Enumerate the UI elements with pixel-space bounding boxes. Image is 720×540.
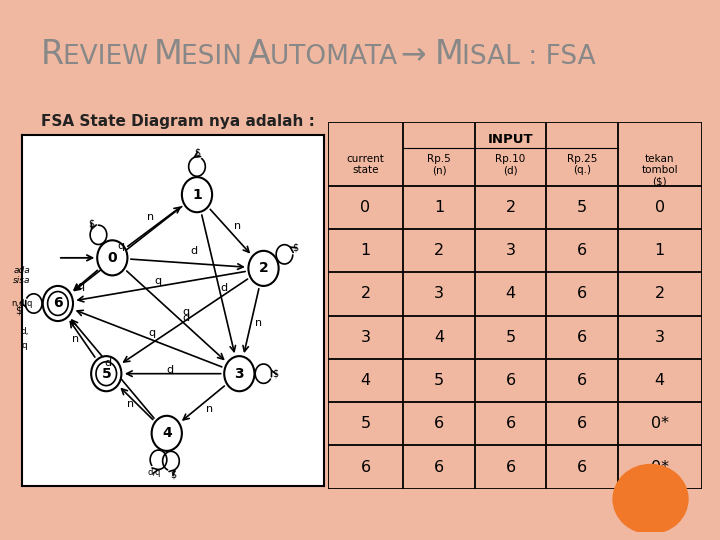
Text: 0: 0 <box>654 200 665 215</box>
Text: →: → <box>400 42 436 70</box>
Text: $: $ <box>89 218 94 228</box>
Text: q: q <box>148 328 156 339</box>
Text: $: $ <box>273 369 279 379</box>
Circle shape <box>248 251 279 286</box>
Text: 6: 6 <box>361 460 371 475</box>
Text: ada
sisa: ada sisa <box>13 266 30 285</box>
Text: 2: 2 <box>258 261 269 275</box>
Text: 6: 6 <box>577 330 587 345</box>
Text: 2: 2 <box>505 200 516 215</box>
Text: n: n <box>256 318 263 328</box>
Text: d,: d, <box>20 327 29 336</box>
Text: tekan
tombol
($): tekan tombol ($) <box>642 153 678 187</box>
Text: 6: 6 <box>577 373 587 388</box>
Text: 3: 3 <box>505 243 516 258</box>
Text: Rp.5
(n): Rp.5 (n) <box>427 153 451 175</box>
Text: $: $ <box>292 242 298 252</box>
Text: d: d <box>183 313 190 322</box>
Text: d: d <box>190 246 197 256</box>
Circle shape <box>91 356 122 391</box>
Text: 1: 1 <box>360 243 371 258</box>
Text: 4: 4 <box>654 373 665 388</box>
Text: 6: 6 <box>434 416 444 431</box>
Text: q: q <box>118 240 125 251</box>
Circle shape <box>152 416 182 451</box>
Text: d: d <box>166 365 174 375</box>
Text: ESIN: ESIN <box>181 44 251 70</box>
Text: n: n <box>205 404 212 414</box>
Text: n,d,q: n,d,q <box>11 299 32 308</box>
Text: 2: 2 <box>654 286 665 301</box>
Text: q: q <box>154 275 161 286</box>
Text: 1: 1 <box>192 188 202 201</box>
Text: 4: 4 <box>434 330 444 345</box>
Text: q: q <box>22 341 27 350</box>
Text: 0*: 0* <box>651 460 669 475</box>
Text: 1: 1 <box>654 243 665 258</box>
Text: 3: 3 <box>235 367 244 381</box>
Text: 4: 4 <box>505 286 516 301</box>
Text: 5: 5 <box>102 367 111 381</box>
Text: 6: 6 <box>577 243 587 258</box>
Text: EVIEW: EVIEW <box>63 44 157 70</box>
Circle shape <box>613 464 688 534</box>
Text: 6: 6 <box>505 416 516 431</box>
Text: 3: 3 <box>434 286 444 301</box>
Text: 4: 4 <box>361 373 371 388</box>
Text: $: $ <box>194 147 200 158</box>
Text: current
state: current state <box>346 153 384 175</box>
Text: 6: 6 <box>577 416 587 431</box>
Text: UTOMATA: UTOMATA <box>270 44 405 70</box>
Text: FSA State Diagram nya adalah :: FSA State Diagram nya adalah : <box>41 114 315 129</box>
Text: n: n <box>73 334 80 343</box>
Text: d: d <box>220 282 228 293</box>
Text: R: R <box>41 38 64 71</box>
Text: 5: 5 <box>434 373 444 388</box>
Circle shape <box>42 286 73 321</box>
Text: M: M <box>153 38 182 71</box>
Text: 0: 0 <box>361 200 371 215</box>
Text: d,q: d,q <box>148 468 161 477</box>
Text: 3: 3 <box>654 330 665 345</box>
Text: $: $ <box>170 470 176 480</box>
Circle shape <box>224 356 254 391</box>
Text: 6: 6 <box>434 460 444 475</box>
Text: 6: 6 <box>577 460 587 475</box>
Text: q: q <box>183 307 190 318</box>
Text: M: M <box>435 38 464 71</box>
Text: 6: 6 <box>53 296 63 310</box>
Text: 1: 1 <box>434 200 444 215</box>
Text: n: n <box>234 221 241 231</box>
Text: Rp.25
(q.): Rp.25 (q.) <box>567 153 597 175</box>
Text: 5: 5 <box>505 330 516 345</box>
Text: 0: 0 <box>107 251 117 265</box>
Text: 2: 2 <box>361 286 371 301</box>
Circle shape <box>97 240 127 275</box>
Text: 0*: 0* <box>651 416 669 431</box>
Text: A: A <box>248 38 271 71</box>
Text: d: d <box>104 358 112 368</box>
Text: n: n <box>127 399 134 409</box>
Text: 2: 2 <box>434 243 444 258</box>
Text: 5: 5 <box>361 416 371 431</box>
Text: 6: 6 <box>505 460 516 475</box>
Text: n: n <box>147 212 153 222</box>
Text: 3: 3 <box>361 330 371 345</box>
Text: ISAL : FSA: ISAL : FSA <box>462 44 596 70</box>
Text: q: q <box>77 281 84 291</box>
Text: 5: 5 <box>577 200 587 215</box>
Text: INPUT: INPUT <box>487 133 534 146</box>
Circle shape <box>182 177 212 212</box>
Text: 6: 6 <box>505 373 516 388</box>
Text: 4: 4 <box>162 427 171 440</box>
Text: $: $ <box>15 306 22 315</box>
Text: Rp.10
(d): Rp.10 (d) <box>495 153 526 175</box>
Text: 6: 6 <box>577 286 587 301</box>
